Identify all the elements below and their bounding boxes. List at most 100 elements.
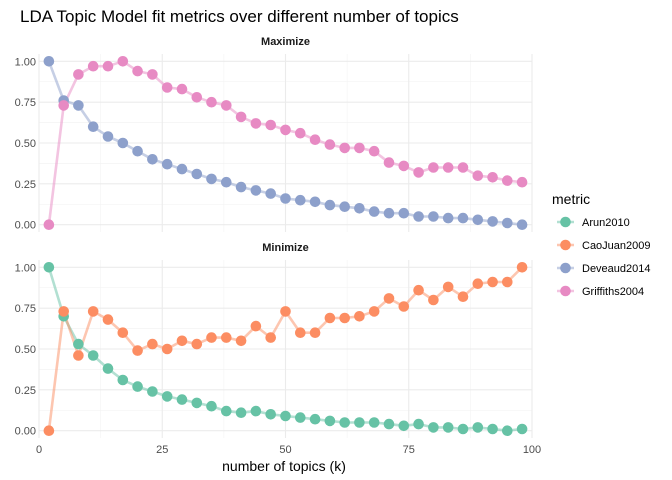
data-point-arun2010 [87, 350, 99, 361]
data-point-arun2010 [147, 386, 158, 397]
data-point-arun2010 [502, 425, 513, 437]
data-point-arun2010 [280, 410, 291, 422]
data-point-caojuan2009 [516, 262, 528, 273]
data-point-griffiths2004 [265, 119, 277, 131]
data-point-caojuan2009 [221, 332, 232, 343]
data-point-arun2010 [235, 407, 247, 419]
data-point-griffiths2004 [457, 162, 469, 173]
data-point-griffiths2004 [73, 69, 84, 80]
panel-strip-label: Maximize [261, 36, 310, 48]
data-point-griffiths2004 [161, 82, 173, 93]
data-point-caojuan2009 [368, 306, 380, 317]
data-point-arun2010 [516, 423, 528, 435]
x-tick-label: 75 [403, 444, 415, 456]
data-point-deveaud2014 [324, 199, 336, 211]
panel-strip-label: Minimize [262, 242, 308, 254]
data-point-arun2010 [339, 417, 351, 428]
y-tick-label: 1.00 [15, 56, 36, 68]
data-point-deveaud2014 [472, 214, 484, 226]
data-point-deveaud2014 [117, 137, 129, 149]
data-point-caojuan2009 [147, 338, 158, 350]
data-point-deveaud2014 [73, 100, 84, 111]
x-axis-title: number of topics (k) [222, 458, 346, 474]
data-point-caojuan2009 [428, 294, 439, 306]
legend-label: Deveaud2014 [582, 263, 651, 275]
data-point-caojuan2009 [161, 343, 173, 355]
data-point-arun2010 [265, 409, 277, 420]
data-point-arun2010 [250, 405, 262, 417]
data-point-deveaud2014 [487, 216, 498, 227]
data-point-deveaud2014 [457, 212, 469, 224]
data-point-griffiths2004 [58, 100, 69, 111]
data-point-arun2010 [354, 417, 365, 428]
data-point-deveaud2014 [413, 211, 424, 222]
y-tick-label: 0.00 [15, 220, 36, 232]
data-point-griffiths2004 [413, 167, 424, 178]
data-point-caojuan2009 [472, 278, 484, 290]
data-point-deveaud2014 [132, 145, 143, 157]
data-point-griffiths2004 [472, 170, 484, 181]
data-point-deveaud2014 [147, 154, 158, 165]
data-point-caojuan2009 [117, 327, 129, 339]
data-point-arun2010 [221, 405, 232, 417]
data-point-griffiths2004 [250, 118, 262, 129]
data-point-caojuan2009 [43, 425, 55, 437]
data-point-deveaud2014 [383, 207, 395, 219]
x-tick-label: 50 [279, 444, 291, 456]
data-point-arun2010 [383, 418, 395, 430]
data-point-griffiths2004 [206, 96, 217, 108]
data-point-griffiths2004 [354, 142, 365, 154]
data-point-caojuan2009 [309, 327, 321, 339]
y-tick-label: 0.25 [15, 385, 36, 397]
data-point-griffiths2004 [398, 160, 410, 172]
legend-key-point [560, 262, 571, 274]
data-point-deveaud2014 [206, 173, 217, 185]
panel-minimize: Minimize 0.00 0.25 0.50 0.75 1.00 [15, 242, 533, 438]
data-point-arun2010 [413, 418, 424, 430]
data-point-deveaud2014 [43, 56, 55, 67]
data-point-caojuan2009 [58, 306, 69, 317]
data-point-caojuan2009 [250, 320, 262, 332]
y-tick-label: 0.50 [15, 138, 36, 150]
data-point-deveaud2014 [368, 206, 380, 217]
data-point-griffiths2004 [147, 69, 158, 80]
data-point-griffiths2004 [442, 162, 454, 173]
data-point-griffiths2004 [176, 83, 188, 95]
y-tick-label: 0.75 [15, 97, 36, 109]
data-point-deveaud2014 [280, 193, 291, 204]
data-point-deveaud2014 [309, 196, 321, 208]
data-point-deveaud2014 [102, 131, 114, 142]
legend-entry-caojuan2009: CaoJuan2009 [557, 239, 651, 252]
data-point-arun2010 [102, 363, 114, 374]
data-point-arun2010 [191, 397, 203, 409]
data-point-caojuan2009 [280, 306, 291, 317]
legend-key-point [560, 285, 571, 297]
data-point-deveaud2014 [221, 176, 232, 188]
data-point-griffiths2004 [339, 142, 351, 154]
legend: metric Arun2010 CaoJuan2009 Deveaud2014 Gri… [552, 191, 651, 298]
data-point-arun2010 [457, 423, 469, 435]
data-point-deveaud2014 [161, 158, 173, 170]
data-point-deveaud2014 [502, 217, 513, 229]
data-point-caojuan2009 [295, 327, 306, 339]
data-point-caojuan2009 [235, 335, 247, 347]
data-point-caojuan2009 [102, 314, 114, 325]
data-point-caojuan2009 [265, 332, 277, 343]
data-point-griffiths2004 [309, 134, 321, 145]
chart-title: LDA Topic Model fit metrics over differe… [20, 7, 459, 26]
data-point-deveaud2014 [235, 181, 247, 193]
data-point-griffiths2004 [487, 172, 498, 183]
panel-maximize: Maximize 0.00 0.25 0.50 0.75 1.00 [15, 36, 533, 232]
y-tick-label: 0.25 [15, 179, 36, 191]
legend-label: Arun2010 [582, 217, 630, 229]
data-point-deveaud2014 [176, 163, 188, 175]
legend-entry-deveaud2014: Deveaud2014 [557, 262, 651, 275]
data-point-arun2010 [295, 412, 306, 423]
data-point-griffiths2004 [117, 56, 129, 67]
data-point-arun2010 [368, 417, 380, 428]
data-point-deveaud2014 [398, 207, 410, 219]
data-point-caojuan2009 [354, 311, 365, 322]
data-point-arun2010 [472, 422, 484, 433]
data-point-arun2010 [398, 420, 410, 432]
